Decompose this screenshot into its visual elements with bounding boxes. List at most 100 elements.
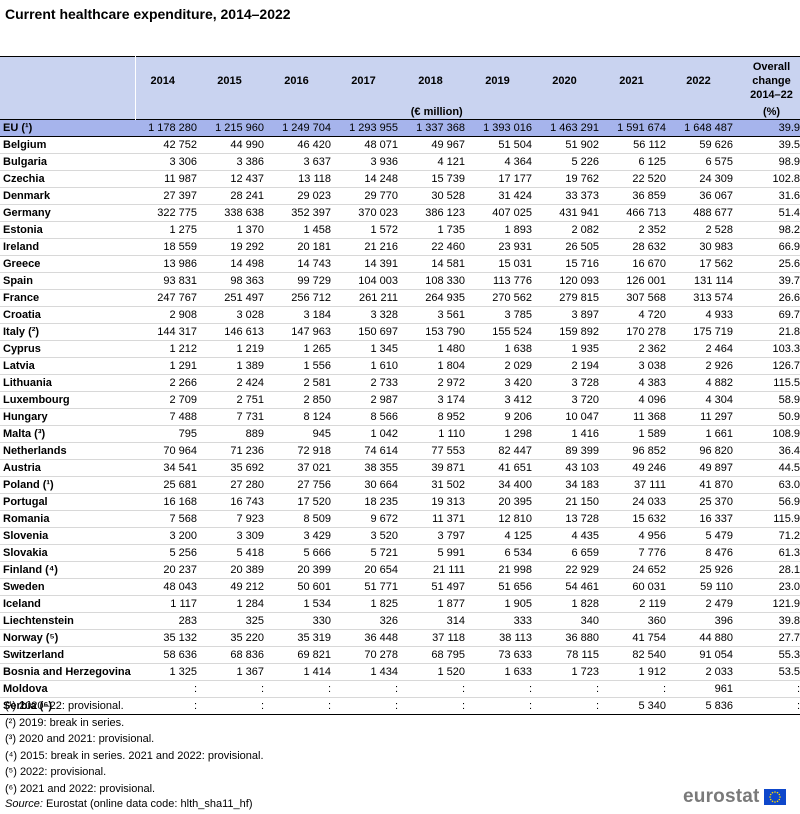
value-cell: 24 309 [671, 170, 738, 188]
value-cell: 4 364 [470, 153, 537, 171]
value-cell: 3 637 [269, 153, 336, 171]
value-cell: 37 118 [403, 629, 470, 647]
value-cell: 36 448 [336, 629, 403, 647]
footnote: (¹) 2020–22: provisional. [5, 700, 124, 712]
value-cell: 50 601 [269, 578, 336, 596]
change-cell: 98.2 [738, 221, 800, 239]
value-cell: 51 656 [470, 578, 537, 596]
table-row: Belgium 42 752 44 990 46 420 48 071 49 967 51 … [0, 136, 800, 154]
value-cell: 5 991 [403, 544, 470, 562]
value-cell: 36 880 [537, 629, 604, 647]
value-cell: 1 591 674 [604, 119, 671, 137]
value-cell: 17 562 [671, 255, 738, 273]
country-cell: Croatia [0, 306, 135, 324]
value-cell: 1 265 [269, 340, 336, 358]
value-cell: 30 664 [336, 476, 403, 494]
value-cell: 3 561 [403, 306, 470, 324]
value-cell: 3 028 [202, 306, 269, 324]
change-cell: 36.4 [738, 442, 800, 460]
change-cell: 26.6 [738, 289, 800, 307]
value-cell: 8 952 [403, 408, 470, 426]
table-row: Norway (⁵) 35 132 35 220 35 319 36 448 37 118… [0, 629, 800, 647]
value-cell: 338 638 [202, 204, 269, 222]
value-cell: 9 206 [470, 408, 537, 426]
value-cell: 3 785 [470, 306, 537, 324]
value-cell: : [336, 680, 403, 698]
value-cell: 1 480 [403, 340, 470, 358]
value-cell: 330 [269, 612, 336, 630]
country-cell: Finland (⁴) [0, 561, 135, 579]
value-cell: 1 723 [537, 663, 604, 681]
value-cell: 4 882 [671, 374, 738, 392]
value-cell: 44 880 [671, 629, 738, 647]
value-cell: : [470, 697, 537, 715]
value-cell: 36 859 [604, 187, 671, 205]
value-cell: 1 633 [470, 663, 537, 681]
change-cell: : [738, 697, 800, 715]
value-cell: 144 317 [135, 323, 202, 341]
value-cell: 2 528 [671, 221, 738, 239]
flag-star [769, 798, 772, 801]
table-row: Estonia 1 275 1 370 1 458 1 572 1 735 1 893 2 0… [0, 221, 800, 239]
value-cell: 1 828 [537, 595, 604, 613]
value-cell: 14 581 [403, 255, 470, 273]
value-cell: 35 220 [202, 629, 269, 647]
value-cell: 15 031 [470, 255, 537, 273]
footnote: (⁵) 2022: provisional. [5, 766, 107, 778]
table-row: Serbia (⁶):::::::5 340 5 836: [0, 697, 800, 715]
country-cell: Portugal [0, 493, 135, 511]
table-row: Italy (²) 144 317 146 613 147 963 150 697 153… [0, 323, 800, 341]
value-cell: 1 042 [336, 425, 403, 443]
value-cell: 1 178 280 [135, 119, 202, 137]
value-cell: 326 [336, 612, 403, 630]
value-cell: 113 776 [470, 272, 537, 290]
value-cell: 795 [135, 425, 202, 443]
change-cell: 23.0 [738, 578, 800, 596]
source-text: Eurostat (online data code: hlth_sha11_h… [45, 798, 253, 810]
value-cell: 3 386 [202, 153, 269, 171]
value-cell: 307 568 [604, 289, 671, 307]
value-cell: 1 935 [537, 340, 604, 358]
value-cell: 1 416 [537, 425, 604, 443]
value-cell: 1 219 [202, 340, 269, 358]
value-cell: 2 029 [470, 357, 537, 375]
value-cell: 16 670 [604, 255, 671, 273]
value-cell: 3 720 [537, 391, 604, 409]
value-cell: 9 672 [336, 510, 403, 528]
value-cell: 14 743 [269, 255, 336, 273]
country-cell: Belgium [0, 136, 135, 154]
value-cell: 352 397 [269, 204, 336, 222]
col-header-year: 2017 [336, 56, 403, 105]
table-row: Bulgaria 3 306 3 386 3 637 3 936 4 121 4 364 5 … [0, 153, 800, 171]
value-cell: 1 298 [470, 425, 537, 443]
value-cell: 3 174 [403, 391, 470, 409]
value-cell: 146 613 [202, 323, 269, 341]
table-row: Moldova::::::::961: [0, 680, 800, 698]
flag-star [778, 793, 780, 796]
value-cell: 6 575 [671, 153, 738, 171]
value-cell: 78 115 [537, 646, 604, 664]
value-cell: 4 121 [403, 153, 470, 171]
flag-star [773, 791, 776, 793]
value-cell: 5 418 [202, 544, 269, 562]
value-cell: 30 528 [403, 187, 470, 205]
table-row: EU (¹) 1 178 280 1 215 960 1 249 704 1 293 9… [0, 119, 800, 137]
change-cell: 39.8 [738, 612, 800, 630]
value-cell: 251 497 [202, 289, 269, 307]
value-cell: 5 226 [537, 153, 604, 171]
change-cell: 102.8 [738, 170, 800, 188]
value-cell: 51 497 [403, 578, 470, 596]
value-cell: 43 103 [537, 459, 604, 477]
value-cell: 17 177 [470, 170, 537, 188]
value-cell: 247 767 [135, 289, 202, 307]
value-cell: 4 435 [537, 527, 604, 545]
country-cell: Cyprus [0, 340, 135, 358]
value-cell: 340 [537, 612, 604, 630]
value-cell: 46 420 [269, 136, 336, 154]
country-cell: Italy (²) [0, 323, 135, 341]
value-cell: 1 325 [135, 663, 202, 681]
change-cell: 98.9 [738, 153, 800, 171]
value-cell: 8 476 [671, 544, 738, 562]
value-cell: 4 383 [604, 374, 671, 392]
country-cell: Poland (¹) [0, 476, 135, 494]
